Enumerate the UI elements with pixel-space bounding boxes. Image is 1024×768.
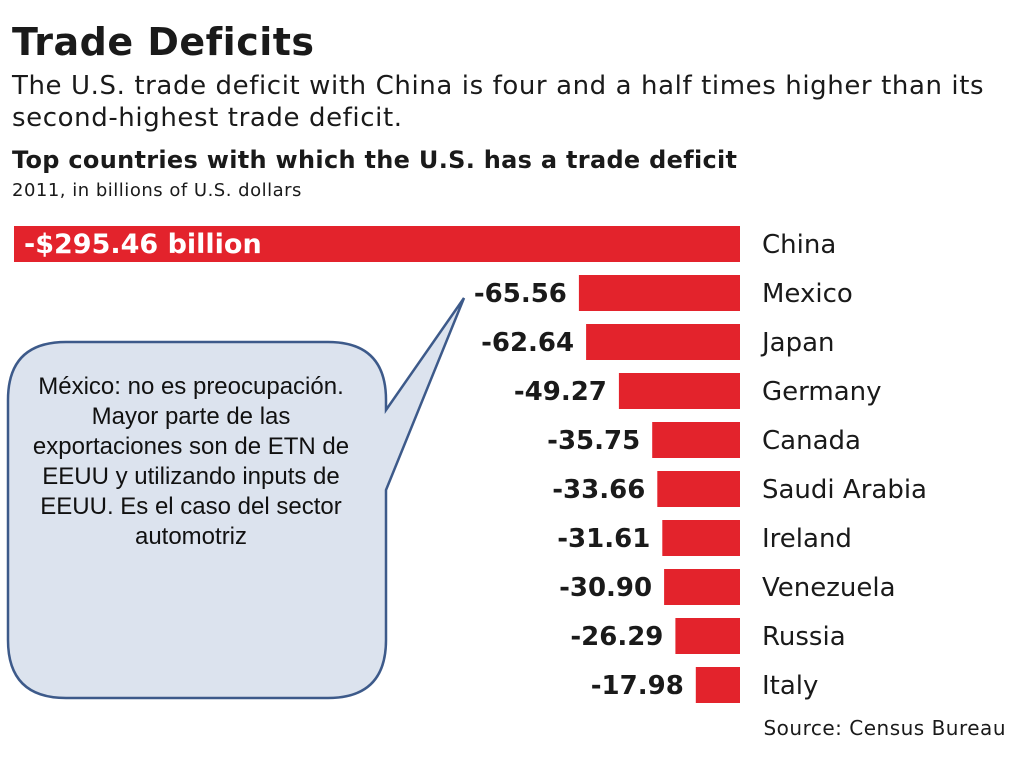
headline: Trade Deficits	[12, 20, 315, 64]
chart-subtitle: 2011, in billions of U.S. dollars	[12, 180, 302, 201]
category-label-canada: Canada	[762, 426, 861, 456]
category-label-china: China	[762, 230, 836, 260]
chart-title: Top countries with which the U.S. has a …	[12, 146, 738, 174]
bar-russia	[675, 618, 740, 654]
bar-venezuela	[664, 569, 740, 605]
category-label-ireland: Ireland	[762, 524, 852, 554]
value-label-ireland: -31.61	[557, 524, 650, 554]
value-label-japan: -62.64	[481, 328, 574, 358]
value-label-russia: -26.29	[570, 622, 663, 652]
bar-canada	[652, 422, 740, 458]
callout-bubble	[6, 297, 466, 700]
callout-text: México: no es preocupación. Mayor parte …	[32, 373, 350, 550]
value-label-venezuela: -30.90	[559, 573, 652, 603]
bar-germany	[618, 373, 740, 409]
category-label-russia: Russia	[762, 622, 846, 652]
value-label-china: -$295.46 billion	[24, 229, 262, 260]
callout-shape	[6, 297, 466, 700]
category-label-germany: Germany	[762, 377, 882, 407]
value-label-canada: -35.75	[547, 426, 640, 456]
bar-ireland	[662, 520, 740, 556]
category-label-mexico: Mexico	[762, 279, 853, 309]
bar-china	[14, 226, 740, 262]
category-label-italy: Italy	[762, 671, 818, 701]
value-label-germany: -49.27	[514, 377, 607, 407]
category-label-japan: Japan	[760, 328, 835, 358]
value-label-mexico: -65.56	[474, 279, 567, 309]
value-label-italy: -17.98	[591, 671, 684, 701]
value-label-saudi-arabia: -33.66	[552, 475, 645, 505]
bar-mexico	[578, 275, 740, 311]
source-note: Source: Census Bureau	[763, 716, 1006, 740]
bar-saudi-arabia	[657, 471, 740, 507]
category-label-saudi-arabia: Saudi Arabia	[762, 475, 927, 505]
bar-japan	[586, 324, 740, 360]
bar-italy	[695, 667, 740, 703]
category-label-venezuela: Venezuela	[762, 573, 896, 603]
subhead: The U.S. trade deficit with China is fou…	[12, 71, 985, 133]
